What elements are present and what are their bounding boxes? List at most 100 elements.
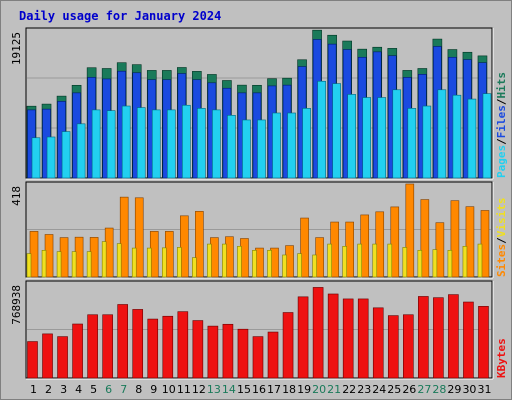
visits-bar: [372, 243, 378, 278]
visits-bar: [237, 245, 242, 278]
x-tick-label: 11: [177, 383, 191, 396]
hits-panel-ymax-label: 19125: [10, 32, 23, 65]
pages-bar: [46, 136, 56, 179]
kbytes-bar: [117, 304, 128, 379]
kbytes-panel-legend: KBytes: [495, 338, 508, 378]
x-tick-label: 31: [477, 383, 491, 396]
pages-bar: [347, 94, 356, 179]
visits-bar: [146, 247, 152, 278]
sites-panel-ymax-label: 418: [10, 186, 23, 206]
visits-bar: [41, 250, 47, 278]
kbytes-bar: [72, 323, 83, 379]
visits-bar: [357, 243, 363, 278]
kbytes-bar: [433, 297, 444, 379]
x-tick-label: 3: [60, 383, 67, 396]
pages-bar: [121, 105, 131, 179]
pages-bar: [287, 112, 296, 179]
x-tick-label: 9: [150, 383, 157, 396]
x-tick-label: 20: [312, 383, 326, 396]
kbytes-panel-legend-item: KBytes: [495, 338, 508, 378]
kbytes-bar: [342, 298, 354, 379]
kbytes-bar: [207, 325, 219, 379]
kbytes-bar: [387, 315, 399, 379]
x-tick-label: 22: [342, 383, 356, 396]
hits-panel-legend-item: /: [495, 98, 508, 105]
visits-bar: [222, 243, 227, 278]
kbytes-bar: [27, 341, 38, 379]
visits-bar: [101, 241, 107, 278]
visits-bar: [297, 253, 302, 278]
visits-bar: [56, 251, 62, 278]
kbytes-bar: [237, 328, 249, 379]
pages-bar: [482, 93, 492, 179]
kbytes-bar: [327, 293, 339, 379]
kbytes-bar: [192, 320, 204, 379]
sites-bar: [134, 197, 144, 278]
pages-bar: [407, 108, 417, 179]
kbytes-bar: [162, 315, 174, 379]
kbytes-bar: [448, 294, 459, 379]
kbytes-bar: [222, 323, 234, 379]
kbytes-bar: [403, 314, 414, 379]
visits-bar: [312, 254, 317, 278]
x-tick-label: 12: [192, 383, 206, 396]
kbytes-bar: [297, 296, 309, 379]
visits-bar: [192, 257, 197, 278]
sites-bar: [465, 206, 475, 278]
kbytes-bar: [267, 331, 279, 379]
pages-bar: [257, 119, 266, 179]
kbytes-bar: [312, 287, 324, 379]
visits-bar: [417, 250, 423, 278]
hits-panel-legend-item: Files: [495, 105, 508, 138]
visits-bar: [402, 247, 408, 278]
kbytes-bar: [418, 296, 429, 379]
x-tick-label: 24: [372, 383, 386, 396]
visits-bar: [86, 251, 92, 278]
kbytes-bar: [102, 314, 113, 379]
pages-bar: [212, 109, 221, 179]
sites-bar: [480, 210, 490, 278]
sites-bar: [300, 217, 309, 278]
pages-bar: [377, 97, 387, 179]
x-tick-label: 15: [237, 383, 251, 396]
pages-bar: [242, 119, 251, 179]
pages-bar: [106, 110, 116, 179]
pages-bar: [452, 94, 462, 179]
pages-bar: [302, 108, 311, 179]
x-tick-label: 30: [462, 383, 476, 396]
hits-panel-legend: Pages/Files/Hits: [495, 72, 508, 178]
kbytes-panel-ymax-label: 768938: [10, 285, 23, 325]
visits-bar: [342, 245, 347, 278]
sites-bar: [405, 183, 415, 278]
x-tick-label: 1: [30, 383, 37, 396]
visits-bar: [161, 247, 167, 278]
pages-bar: [31, 137, 41, 179]
x-tick-label: 18: [282, 383, 296, 396]
kbytes-bar: [252, 336, 264, 379]
visits-bar: [131, 247, 137, 278]
kbytes-bar: [357, 298, 369, 379]
pages-bar: [317, 80, 326, 179]
visits-bar: [267, 250, 272, 278]
x-tick-label: 14: [222, 383, 236, 396]
pages-bar: [61, 131, 71, 179]
kbytes-bar: [282, 312, 294, 379]
pages-bar: [166, 109, 176, 179]
visits-bar: [432, 249, 438, 278]
visits-bar: [477, 243, 483, 278]
x-tick-label: 2: [45, 383, 52, 396]
kbytes-bar: [87, 314, 98, 379]
x-tick-label: 16: [252, 383, 266, 396]
x-tick-label: 6: [105, 383, 112, 396]
x-tick-label: 29: [447, 383, 461, 396]
kbytes-bar: [57, 336, 68, 379]
visits-bar: [327, 243, 332, 278]
sites-bar: [390, 206, 400, 278]
visits-bar: [207, 243, 212, 278]
pages-bar: [91, 109, 101, 179]
pages-bar: [422, 105, 432, 179]
visits-bar: [116, 243, 122, 278]
kbytes-bar: [372, 307, 384, 379]
x-tick-label: 21: [327, 383, 341, 396]
